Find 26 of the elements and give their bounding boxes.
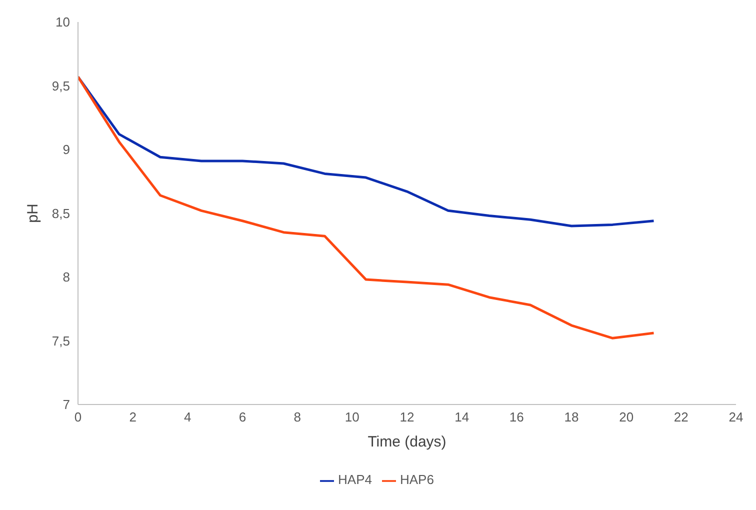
x-tick-label: 20 [619,410,634,425]
x-tick-label: 4 [184,410,192,425]
y-axis-title: pH [24,204,42,223]
x-tick-label: 22 [674,410,688,425]
x-tick-label: 10 [344,410,360,425]
x-tick-label: 18 [564,410,579,425]
x-axis-title: Time (days) [368,433,446,450]
x-tick-label: 16 [509,410,524,425]
legend-label: HAP4 [338,472,372,488]
x-tick-label: 12 [400,410,414,425]
x-tick-label: 2 [129,410,136,425]
legend-label: HAP6 [400,472,434,488]
x-tick-label: 6 [238,410,246,425]
y-tick-label: 7,5 [52,333,70,348]
line-series [78,76,655,228]
y-tick-label: 8,5 [52,206,70,221]
line-series [78,76,655,340]
y-tick-label: 8 [62,270,70,285]
y-tick-label: 10 [56,14,70,30]
y-tick-label: 9 [62,142,70,158]
x-tick-label: 0 [74,410,82,425]
y-tick-label: 9,5 [52,78,70,94]
y-tick-label: 7 [62,397,70,412]
x-tick-label: 8 [294,410,301,425]
x-tick-label: 14 [454,410,470,425]
x-tick-label: 24 [728,410,744,425]
